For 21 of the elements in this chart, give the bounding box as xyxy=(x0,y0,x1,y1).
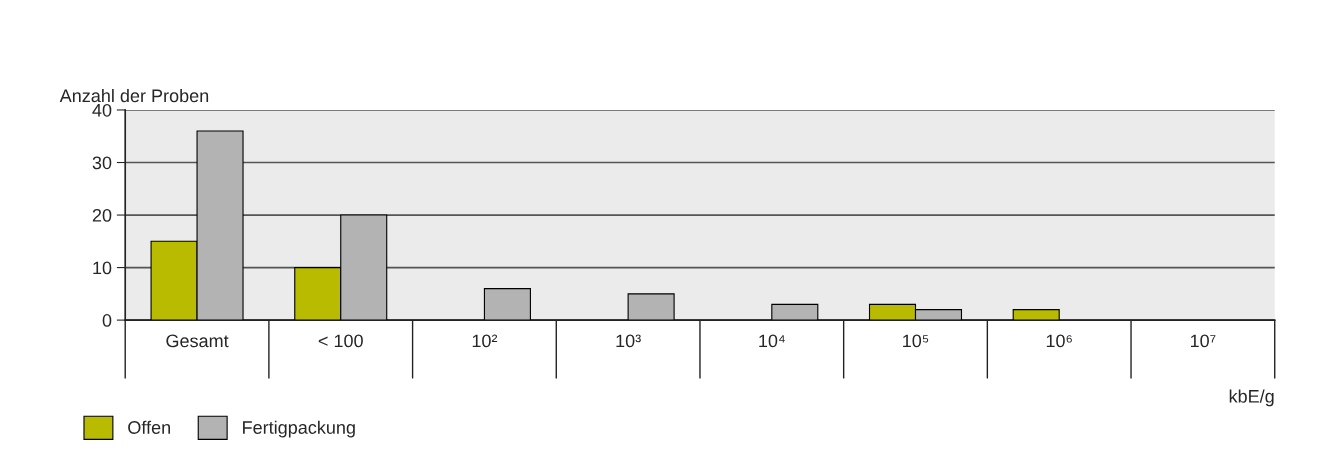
legend-label: Offen xyxy=(128,420,170,434)
bar xyxy=(483,288,531,321)
x-tick-label: 10² xyxy=(472,334,498,348)
x-tick-label: < 100 xyxy=(318,334,363,348)
x-tick-label: 10³ xyxy=(616,334,641,348)
x-tick-label: 10⁷ xyxy=(1190,334,1216,348)
y-axis-title: Anzahl der Proben xyxy=(59,88,209,103)
x-tick-label: 10⁴ xyxy=(759,334,785,348)
bar xyxy=(771,303,819,321)
y-tick-label: 40 xyxy=(92,103,112,117)
x-axis-title: kbE/g xyxy=(1229,389,1274,407)
y-tick-label: 10 xyxy=(93,261,112,275)
y-tick-label: 20 xyxy=(92,208,112,222)
x-tick-label: Gesamt xyxy=(166,334,229,348)
y-tick-label: 0 xyxy=(102,314,112,327)
bar xyxy=(627,293,675,321)
legend-label: Fertigpackung xyxy=(243,420,355,438)
x-tick-label: 10⁶ xyxy=(1046,334,1072,348)
x-tick-label: 10⁵ xyxy=(903,334,929,348)
y-tick-label: 30 xyxy=(92,156,112,170)
bar xyxy=(1012,309,1060,321)
